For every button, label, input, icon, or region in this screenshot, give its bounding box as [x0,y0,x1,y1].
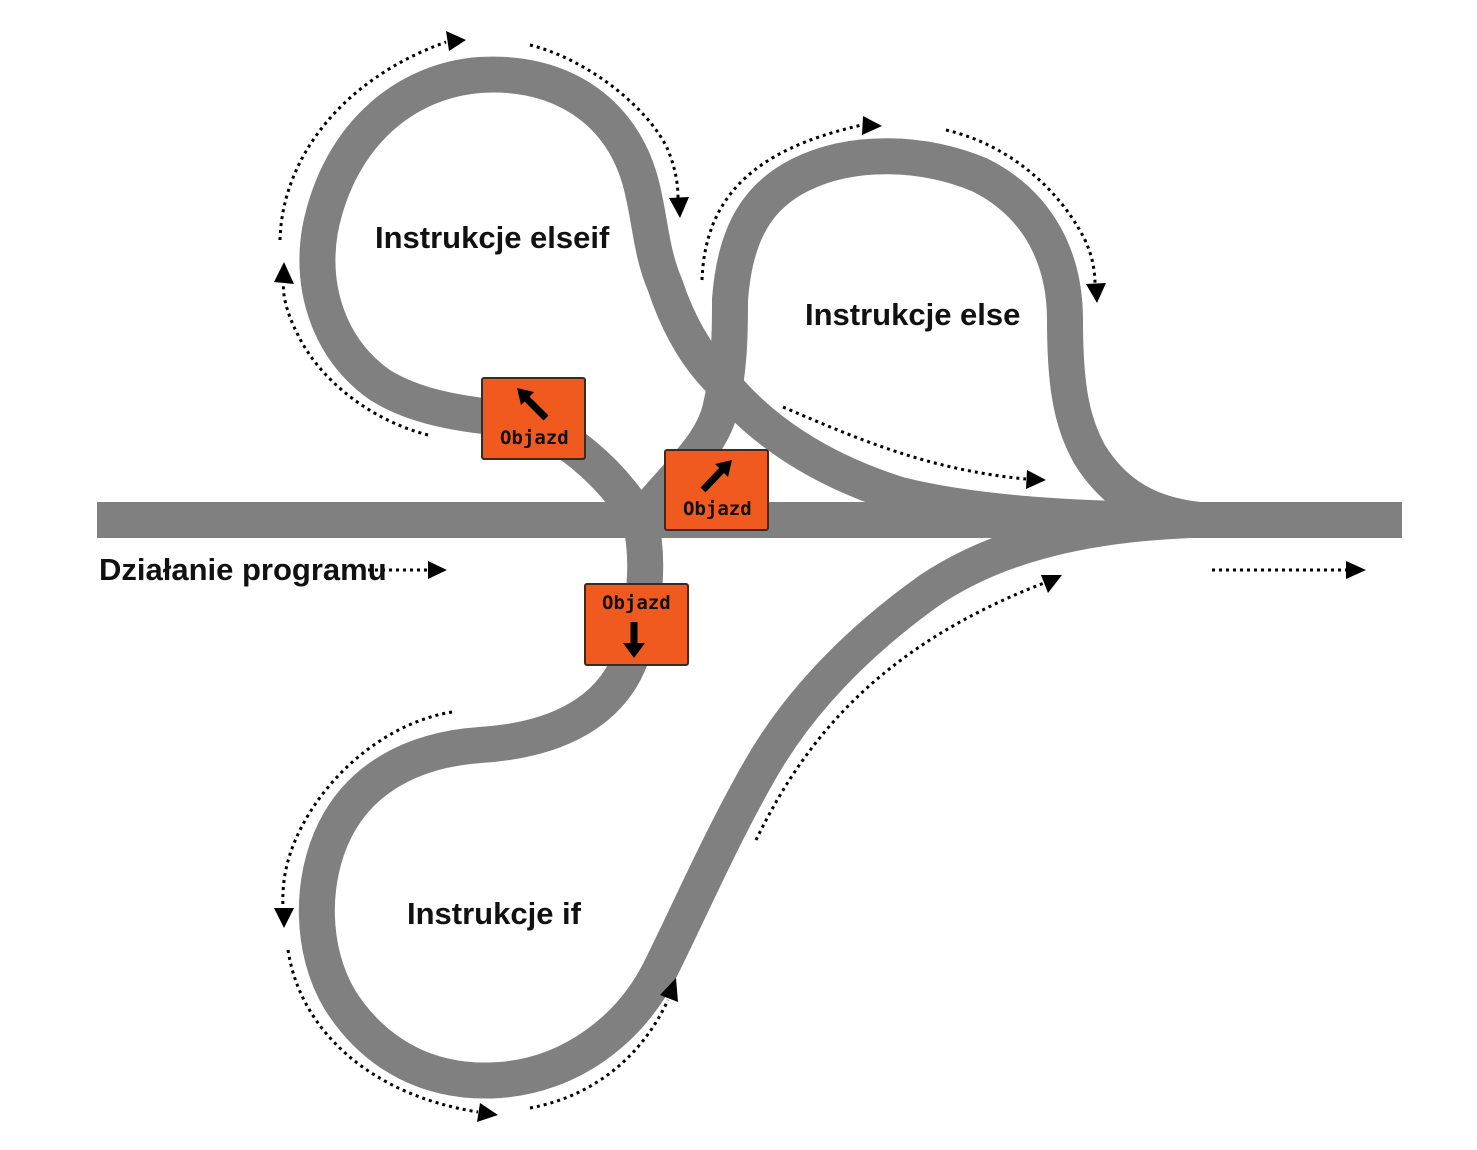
else-over-arrowhead [1086,283,1106,303]
if-return-arrowhead [660,978,678,1002]
elseif-entry-arrow [281,281,429,437]
else-sign-text: Objazd [683,498,752,520]
elseif-sign-plate [481,377,586,460]
if-bottom-arrowhead [477,1103,498,1122]
if-down-arrowhead [274,908,294,928]
if-sign-text: Objazd [602,592,671,614]
elseif-detour-sign: Objazd [481,377,586,460]
if-return-arrow [529,999,670,1110]
arrow-down-icon [623,622,645,658]
elseif-sign-text: Objazd [500,427,569,449]
elseif-up-arrowhead [446,31,466,51]
elseif-up-arrow [278,40,447,241]
elseif-over-arrowhead [669,197,689,218]
elseif-exit-arrow [782,405,1027,481]
if-bottom-arrow [286,949,479,1114]
if-down-arrow [281,710,453,909]
else-sign-plate [664,449,769,531]
else-over-arrow [945,128,1097,285]
program-flow-label: Działanie programu [99,552,387,587]
elseif-loop-road [299,56,1191,538]
else-block-label: Instrukcje else [805,297,1020,332]
elseif-block-label: Instrukcje elseif [375,220,610,255]
if-block-label: Instrukcje if [407,896,582,931]
program-flow-arrowhead [428,561,447,579]
flow-arrows [274,31,1366,1122]
arrow-up-left-icon [517,388,549,421]
else-detour-sign: Objazd [664,449,769,531]
elseif-exit-arrowhead [1026,470,1046,489]
elseif-entry-arrowhead [274,262,294,284]
if-loop-road [298,502,1191,1099]
arrow-up-right-icon [700,460,732,493]
if-exit-arrowhead [1041,575,1062,593]
else-up-arrowhead [862,116,882,135]
if-detour-sign: Objazd [584,583,689,666]
labels: Działanie programu Instrukcje elseif Ins… [99,220,1020,931]
exit-flow-arrowhead [1346,561,1366,579]
else-loop-road [625,138,1203,538]
else-up-arrow [700,123,863,281]
